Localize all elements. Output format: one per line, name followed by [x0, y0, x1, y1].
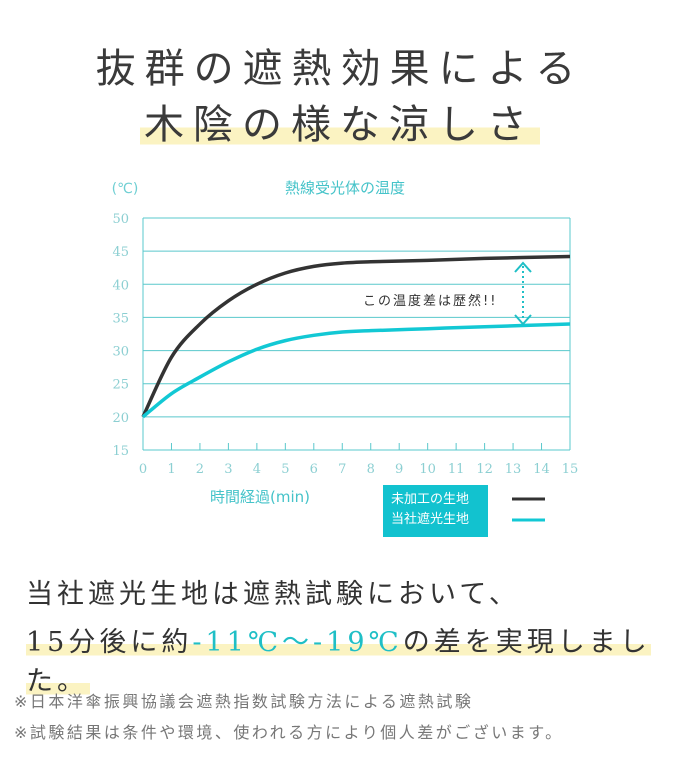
headline-line2: 木陰の様な涼しさ [140, 102, 540, 148]
x-tick-label: 11 [448, 462, 465, 477]
summary-line1: 当社遮光生地は遮熱試験において、 [26, 579, 520, 610]
y-tick-label: 15 [112, 444, 129, 459]
x-tick-label: 1 [167, 462, 175, 477]
summary-prefix: 15分後に約 [26, 627, 193, 658]
x-tick-label: 10 [419, 462, 436, 477]
x-tick-label: 3 [224, 462, 232, 477]
summary-suffix: の差を実現しました。 [26, 627, 651, 697]
legend-label-untreated: 未加工の生地 [391, 492, 470, 507]
y-axis-unit: (℃) [112, 181, 139, 197]
x-tick-label: 6 [310, 462, 318, 477]
y-tick-label: 20 [112, 411, 129, 426]
x-axis-label: 時間経過(min) [210, 488, 310, 506]
y-tick-label: 50 [112, 212, 129, 227]
x-tick-label: 4 [253, 462, 261, 477]
x-tick-label: 5 [281, 462, 289, 477]
x-tick-label: 7 [338, 462, 346, 477]
x-tick-label: 8 [367, 462, 375, 477]
y-tick-label: 35 [112, 311, 129, 326]
x-tick-label: 9 [395, 462, 403, 477]
x-tick-label: 0 [139, 462, 147, 477]
y-tick-label: 30 [112, 345, 129, 360]
x-tick-label: 13 [505, 462, 522, 477]
difference-annotation: この温度差は歴然!! [363, 293, 497, 309]
headline-line1: 抜群の遮熱効果による [95, 46, 585, 92]
y-tick-label: 40 [112, 278, 129, 293]
x-tick-label: 14 [533, 462, 550, 477]
x-tick-label: 2 [196, 462, 204, 477]
x-tick-label: 15 [562, 462, 579, 477]
chart-title: 熱線受光体の温度 [285, 179, 405, 197]
series-line-ours [141, 322, 571, 419]
legend-label-ours: 当社遮光生地 [391, 512, 470, 527]
note-1: ※日本洋傘振興協議会遮熱指数試験方法による遮熱試験 [14, 692, 474, 711]
legend: 未加工の生地 当社遮光生地 [383, 485, 488, 537]
double-arrow-icon [514, 261, 532, 326]
y-tick-label: 25 [112, 378, 129, 393]
x-tick-label: 12 [476, 462, 493, 477]
summary-highlight: -11℃～-19℃ [192, 627, 403, 658]
note-2: ※試験結果は条件や環境、使われる方により個人差がございます。 [14, 723, 564, 742]
y-tick-label: 45 [112, 245, 129, 260]
series-line-untreated [141, 254, 571, 418]
